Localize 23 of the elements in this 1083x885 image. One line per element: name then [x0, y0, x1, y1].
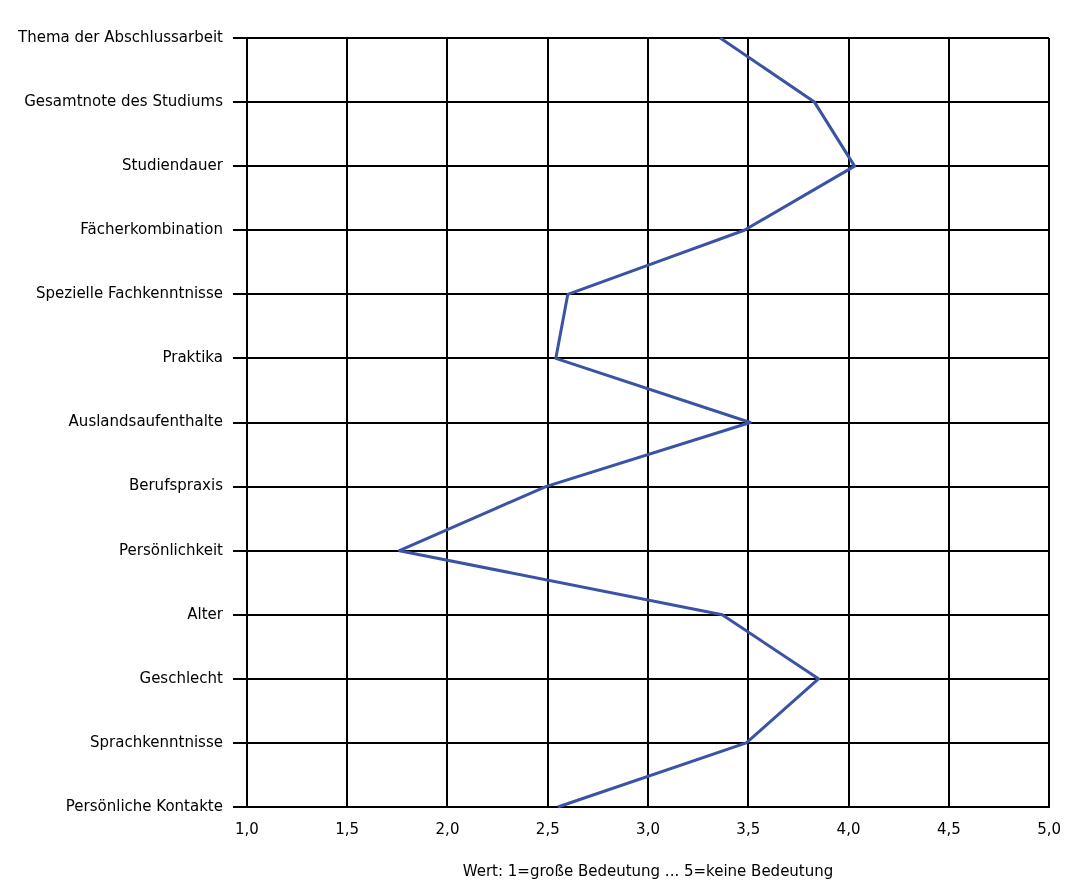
x-tick-label: 4,5: [936, 819, 961, 838]
y-tick-label: Berufspraxis: [128, 476, 224, 495]
y-tick-label: Gesamtnote des Studiums: [24, 91, 224, 110]
y-tick-label: Praktika: [162, 348, 223, 367]
y-tick-label: Auslandsaufenthalte: [68, 412, 223, 431]
x-tick-label: 1,5: [335, 819, 360, 838]
y-tick-label: Persönlichkeit: [119, 540, 224, 559]
y-tick-label: Sprachkenntnisse: [90, 732, 223, 751]
y-tick-label: Persönliche Kontakte: [65, 796, 223, 815]
y-tick-label: Alter: [187, 604, 224, 623]
y-tick-label: Thema der Abschlussarbeit: [17, 27, 224, 46]
x-tick-label: 2,5: [535, 819, 560, 838]
x-tick-label: 5,0: [1037, 819, 1061, 838]
x-tick-label: 3,5: [736, 819, 761, 838]
x-axis-title: Wert: 1=große Bedeutung ... 5=keine Bedeutung: [462, 861, 834, 880]
y-tick-label: Geschlecht: [139, 668, 224, 687]
y-tick-label: Spezielle Fachkenntnisse: [36, 284, 223, 303]
x-tick-label: 3,0: [636, 819, 660, 838]
x-tick-label: 2,0: [435, 819, 460, 838]
y-tick-label: Studiendauer: [122, 156, 224, 175]
x-tick-label: 1,0: [235, 819, 259, 838]
y-tick-label: Fächerkombination: [80, 220, 223, 239]
x-tick-label: 4,0: [836, 819, 861, 838]
